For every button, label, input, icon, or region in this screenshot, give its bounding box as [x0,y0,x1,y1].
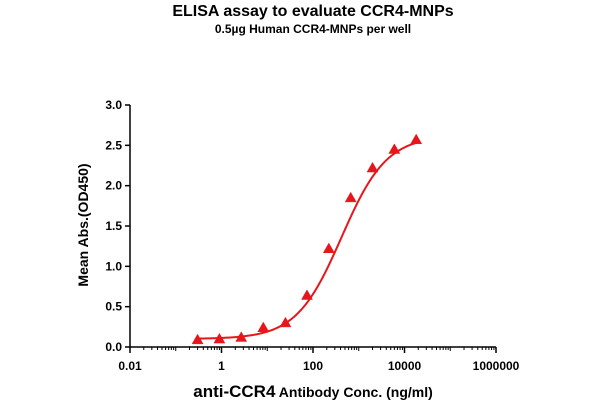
x-axis-label: anti-CCR4 Antibody Conc. (ng/ml) [193,382,433,400]
chart-title: ELISA assay to evaluate CCR4-MNPs [172,3,453,20]
y-tick-label: 0.0 [105,340,122,354]
data-point [366,161,379,173]
y-tick-label: 3.0 [105,98,122,112]
y-tick-label: 0.5 [105,300,122,314]
y-tick-label: 1.0 [105,259,122,273]
x-axis-label-main: anti-CCR4 [193,382,276,400]
x-tick-label: 100 [303,359,323,373]
data-point [344,191,357,203]
data-points [191,133,423,345]
data-point [279,316,292,328]
y-tick-label: 2.0 [105,179,122,193]
data-point [213,332,226,344]
fit-curve [197,141,417,340]
data-point [301,289,313,300]
fit-curve-group [197,141,417,340]
data-point [322,242,335,253]
y-tick-label: 2.5 [105,138,122,152]
data-point [235,331,248,342]
chart-subtitle: 0.5µg Human CCR4-MNPs per well [215,22,411,36]
y-tick-label: 1.5 [105,219,122,233]
data-point [388,143,401,154]
data-point [410,133,423,145]
data-point [257,321,270,333]
data-point [191,333,204,345]
x-tick-label: 1 [218,359,225,373]
x-tick-label: 0.01 [118,359,142,373]
x-tick-label: 10000 [388,359,422,373]
y-axis-label: Mean Abs.(OD450) [75,163,91,286]
x-axis: 0.01 1 100 10000 1000000 [118,346,520,373]
x-tick-label: 1000000 [473,359,520,373]
y-axis: 0.0 0.5 1.0 1.5 2.0 2.5 3.0 [105,98,131,354]
x-axis-label-rest: Antibody Conc. (ng/ml) [275,384,432,400]
